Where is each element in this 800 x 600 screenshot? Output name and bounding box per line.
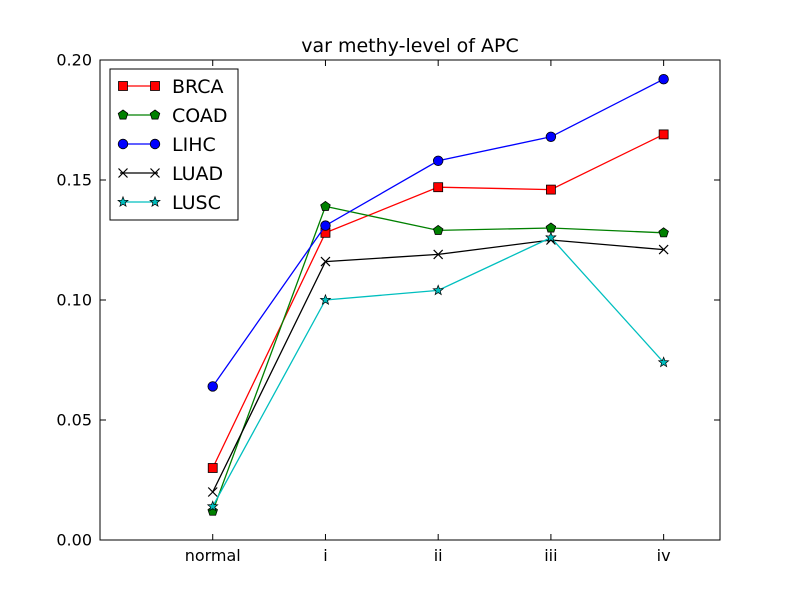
series-line-coad bbox=[212, 205, 664, 512]
series-line-lusc bbox=[212, 236, 665, 507]
point-lusc-ii bbox=[432, 284, 445, 296]
x-tick-label: normal bbox=[185, 546, 241, 565]
legend-marker-lihc bbox=[117, 138, 129, 150]
point-coad-ii bbox=[432, 224, 444, 235]
legend-label-coad: COAD bbox=[172, 105, 228, 127]
point-coad-iv bbox=[658, 227, 669, 238]
point-brca-iv bbox=[658, 129, 669, 140]
legend-entry-brca: BRCA bbox=[118, 76, 224, 98]
point-lusc-i bbox=[319, 293, 332, 306]
legend-label-brca: BRCA bbox=[172, 76, 224, 98]
chart-title: var methy-level of APC bbox=[301, 35, 519, 57]
series-lihc bbox=[207, 73, 669, 392]
point-lusc-normal bbox=[206, 500, 219, 512]
legend-marker-luad bbox=[118, 168, 128, 178]
x-tick-label: i bbox=[323, 546, 327, 565]
point-lihc-ii bbox=[432, 155, 444, 167]
point-luad-ii bbox=[433, 249, 444, 260]
point-luad-i bbox=[320, 256, 331, 267]
series-layer bbox=[206, 73, 670, 516]
y-tick-label: 0.05 bbox=[56, 411, 92, 430]
legend-marker-coad bbox=[149, 109, 161, 120]
series-luad bbox=[207, 235, 669, 497]
y-tick-label: 0.10 bbox=[56, 291, 92, 310]
point-lihc-i bbox=[320, 220, 331, 231]
legend-label-luad: LUAD bbox=[172, 163, 223, 185]
series-brca bbox=[207, 129, 669, 473]
x-tick-label: iv bbox=[657, 546, 671, 565]
legend: BRCA COAD LIHC LUAD LUSC bbox=[109, 68, 239, 221]
series-lusc bbox=[206, 231, 670, 512]
y-tick-label: 0.00 bbox=[56, 531, 92, 550]
point-coad-i bbox=[320, 200, 331, 211]
series-line-luad bbox=[212, 239, 664, 493]
legend-entry-luad: LUAD bbox=[118, 163, 223, 185]
legend-marker-brca bbox=[150, 81, 160, 91]
point-lusc-iv bbox=[657, 356, 670, 368]
point-lihc-iv bbox=[658, 73, 669, 85]
series-coad bbox=[207, 200, 669, 516]
y-tick-label: 0.15 bbox=[56, 171, 92, 190]
legend-label-lihc: LIHC bbox=[172, 134, 216, 156]
legend-marker-brca bbox=[118, 81, 128, 91]
legend-entry-coad: COAD bbox=[117, 105, 228, 127]
point-lihc-normal bbox=[207, 381, 218, 392]
point-luad-normal bbox=[207, 487, 218, 497]
legend-label-lusc: LUSC bbox=[172, 192, 221, 214]
legend-marker-lusc bbox=[149, 195, 161, 208]
point-brca-normal bbox=[207, 463, 218, 473]
legend-marker-lihc bbox=[149, 138, 161, 150]
x-tick-label: ii bbox=[434, 546, 443, 565]
point-luad-iv bbox=[658, 244, 669, 255]
x-tick-label: iii bbox=[544, 546, 557, 565]
legend-entry-lihc: LIHC bbox=[117, 134, 216, 156]
legend-marker-lusc bbox=[117, 195, 129, 208]
point-brca-ii bbox=[433, 182, 444, 193]
legend-marker-coad bbox=[117, 109, 129, 120]
legend-entry-lusc: LUSC bbox=[117, 192, 221, 214]
point-lihc-iii bbox=[545, 131, 557, 143]
point-coad-iii bbox=[545, 222, 557, 233]
legend-marker-luad bbox=[150, 168, 160, 178]
y-tick-label: 0.20 bbox=[56, 51, 92, 70]
point-lusc-iii bbox=[545, 231, 557, 243]
point-brca-iii bbox=[546, 184, 556, 195]
